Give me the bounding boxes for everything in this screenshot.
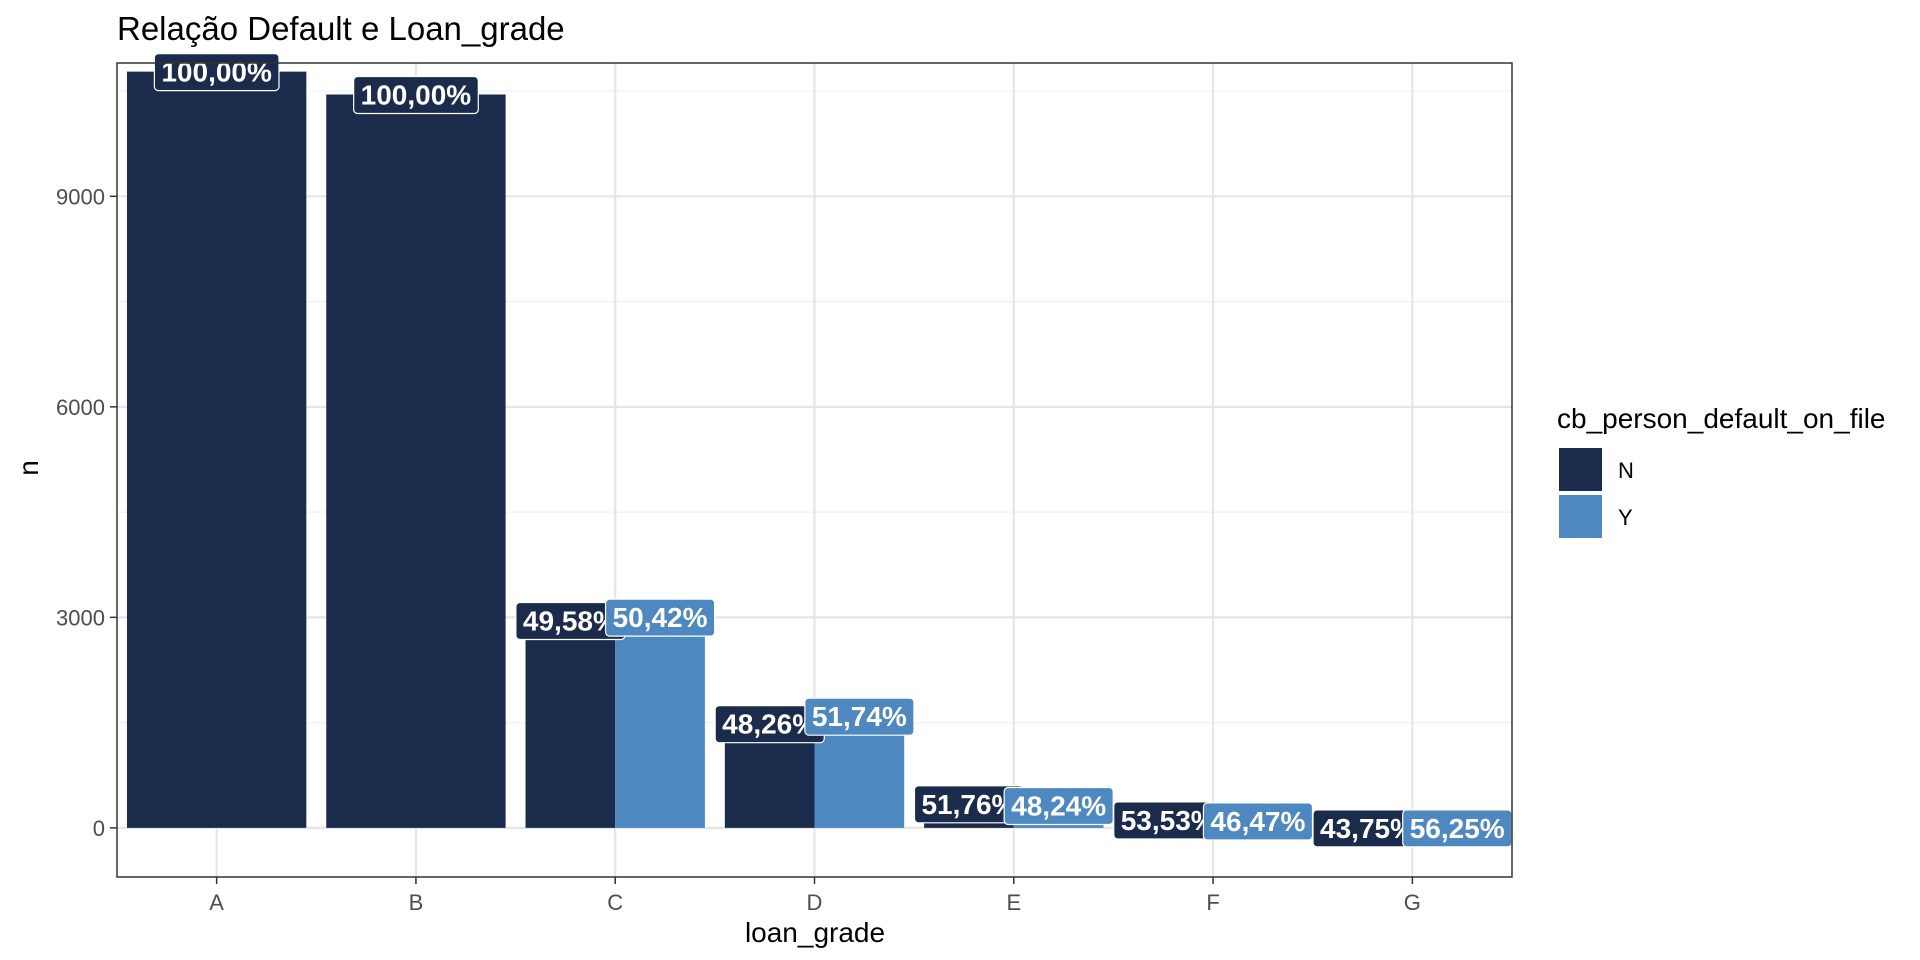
x-tick-label: F	[1206, 890, 1219, 915]
legend-item-Y: Y	[1559, 495, 1633, 538]
data-label-G-Y: 56,25%	[1402, 809, 1513, 848]
y-axis-title: n	[13, 460, 44, 476]
bar-B-N	[326, 94, 506, 828]
legend-title: cb_person_default_on_file	[1557, 403, 1885, 434]
data-label-C-N: 49,58%	[515, 601, 626, 641]
legend-label: N	[1618, 458, 1634, 483]
data-label-text: 100,00%	[161, 57, 272, 88]
data-label-text: 51,74%	[812, 701, 907, 732]
data-label-text: 56,25%	[1410, 813, 1505, 844]
data-label-G-N: 43,75%	[1312, 809, 1423, 848]
x-tick-label: A	[209, 890, 224, 915]
bar-A-N	[126, 71, 307, 828]
data-label-C-Y: 50,42%	[604, 598, 716, 637]
x-tick-label: D	[807, 890, 823, 915]
data-label-text: 49,58%	[523, 606, 618, 637]
data-label-text: 48,24%	[1011, 790, 1106, 821]
legend: cb_person_default_on_file NY	[1557, 403, 1885, 538]
x-axis-title: loan_grade	[745, 917, 885, 948]
x-axis: A B C D E F G	[209, 877, 1421, 915]
bar-C-Y	[615, 617, 705, 828]
data-label-D-N: 48,26%	[714, 705, 825, 744]
data-label-A-N: 100,00%	[153, 53, 280, 92]
data-label-E-N: 51,76%	[913, 785, 1025, 824]
legend-item-N: N	[1559, 448, 1634, 491]
y-tick-label: 6000	[56, 395, 105, 420]
data-label-text: 51,76%	[921, 789, 1016, 820]
data-label-box	[804, 697, 915, 736]
chart-title: Relação Default e Loan_grade	[117, 10, 565, 47]
data-label-F-N: 53,53%	[1113, 801, 1224, 840]
data-label-text: 100,00%	[361, 80, 472, 111]
data-label-text: 48,26%	[722, 709, 817, 740]
data-label-text: 53,53%	[1121, 805, 1216, 836]
bar-C-N	[525, 620, 616, 828]
y-tick-label: 0	[93, 816, 105, 841]
data-label-B-N: 100,00%	[353, 75, 479, 115]
data-label-text: 46,47%	[1210, 806, 1305, 837]
y-axis: 0 3000 6000 9000	[56, 184, 117, 841]
legend-key	[1559, 448, 1602, 491]
x-tick-label: E	[1006, 890, 1021, 915]
legend-key	[1559, 495, 1602, 538]
x-tick-label: C	[607, 890, 623, 915]
y-tick-label: 9000	[56, 184, 105, 209]
data-label-D-Y: 51,74%	[804, 697, 915, 736]
x-tick-label: B	[409, 890, 424, 915]
data-label-text: 50,42%	[613, 602, 708, 633]
data-labels: 100,00% 100,00% 49,58%50,42% 48,26%51,74% 51…	[153, 53, 1513, 848]
bars	[126, 71, 1303, 828]
data-label-box	[604, 598, 716, 637]
x-tick-label: G	[1404, 890, 1421, 915]
data-label-F-Y: 46,47%	[1202, 802, 1314, 841]
data-label-text: 43,75%	[1320, 813, 1415, 844]
legend-label: Y	[1618, 505, 1633, 530]
data-label-box	[353, 75, 479, 115]
data-label-E-Y: 48,24%	[1003, 786, 1114, 826]
y-tick-label: 3000	[56, 605, 105, 630]
